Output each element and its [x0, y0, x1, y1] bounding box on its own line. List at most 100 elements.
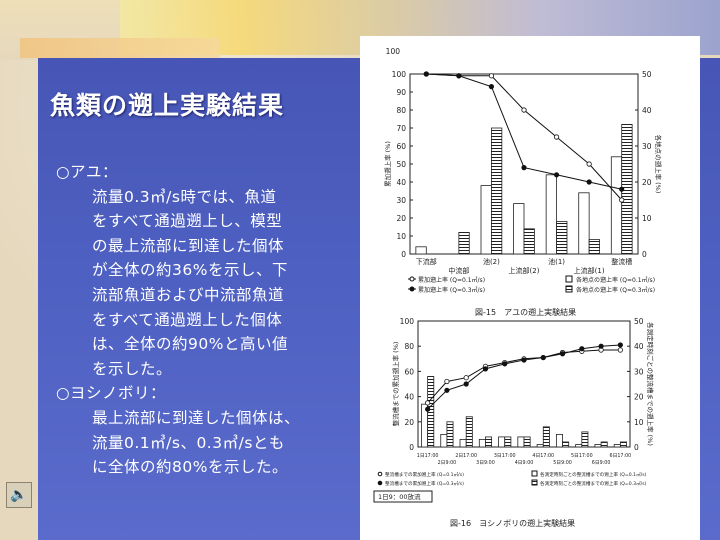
x-tick-label: 1日17:00 [417, 453, 439, 459]
body-line: が全体の約36%を示し、下 [92, 261, 288, 280]
point-open [488, 73, 495, 79]
legend-label: 各地点の遡上率 (Q=0.3㎥/s) [576, 286, 655, 294]
point-open [586, 161, 592, 167]
right-tick-label: 0 [642, 250, 647, 259]
x-tick-label: 5日9:00 [553, 460, 572, 466]
point-open [521, 107, 527, 113]
left-tick-label: 100 [392, 70, 407, 79]
series-line [426, 73, 622, 190]
point-filled [444, 387, 450, 393]
right-tick-label: 50 [634, 317, 644, 326]
x-tick-label: 6日17:00 [610, 453, 632, 459]
bar-open [555, 433, 563, 448]
series-line [426, 73, 623, 201]
point-filled [586, 179, 592, 185]
y-axis-label-left: 整流槽までの累加遡上率 (%) [391, 342, 400, 427]
bar-hatched [458, 231, 470, 255]
category-label: 整流槽 [611, 257, 632, 266]
point-open [619, 197, 625, 203]
body-line: をすべて通過遡上し、模型 [92, 212, 283, 231]
point-open [463, 375, 469, 381]
body-line: を示した。 [92, 359, 173, 378]
bar-open [578, 192, 590, 255]
point-filled [521, 357, 527, 363]
bar-hatched [581, 431, 589, 448]
x-tick-label: 2日17:00 [455, 453, 477, 459]
speaker-icon[interactable]: 🔈 [6, 482, 32, 508]
legend-marker [377, 471, 383, 477]
point-filled [598, 343, 604, 349]
bar-open [478, 439, 486, 448]
bar-hatched [588, 239, 600, 255]
right-tick-label: 40 [642, 106, 652, 115]
x-tick-label: 2日9:00 [438, 460, 457, 466]
bar-open [415, 246, 427, 255]
bar-open [613, 444, 621, 448]
point-filled [488, 83, 495, 90]
right-tick-label: 40 [634, 342, 644, 351]
category-label: 上流部(2) [509, 266, 540, 275]
bar-open [459, 439, 467, 448]
left-tick-label: 0 [409, 443, 414, 452]
x-tick-label: 4日17:00 [532, 453, 554, 459]
legend-label: 各測定時刻ごとの整流槽までの遡上率 (Q=0.1㎥/s) [540, 471, 647, 478]
legend-swatch [565, 285, 573, 293]
bar-open [545, 174, 557, 255]
bar-open [498, 436, 506, 448]
bar-hatched [523, 228, 535, 255]
body-line: 最上流部に到達した個体は、 [92, 408, 301, 427]
x-tick-label: 3日9:00 [476, 460, 495, 466]
y-axis-label-left: 累加遡上率 (%) [383, 141, 392, 187]
note-box [373, 490, 433, 503]
point-filled [463, 381, 469, 387]
body-line: は、全体の約90%と高い値 [92, 335, 288, 354]
bar-hatched [556, 221, 568, 255]
point-filled [456, 73, 462, 79]
left-tick-label: 0 [401, 250, 406, 259]
figure-panel: 0 10 20 30 40 50 60 70 80 90 100 0 10 20 30 40 50 累加遡上率 (… [360, 36, 700, 540]
bar-hatched [446, 421, 454, 448]
left-tick-label: 80 [404, 342, 414, 351]
left-tick-label: 20 [396, 214, 406, 223]
bar-open [610, 156, 623, 255]
right-tick-label: 50 [642, 70, 652, 79]
section-heading: ○アユ： [56, 163, 119, 181]
decorative-accent-bar [20, 38, 220, 58]
bar-open [517, 436, 525, 448]
x-tick-label: 3日17:00 [494, 453, 516, 459]
y-axis-label-right: 各地点の遡上率 (%) [654, 135, 663, 194]
legend-swatch [565, 275, 573, 283]
bar-open [575, 444, 583, 448]
section-heading: ○ヨシノボリ： [56, 384, 167, 403]
right-tick-label: 20 [634, 393, 644, 402]
point-filled [502, 361, 508, 367]
bar-hatched [465, 416, 473, 448]
right-tick-label: 10 [642, 214, 652, 223]
left-tick-label: 40 [404, 393, 414, 402]
left-tick-label: 100 [400, 317, 415, 326]
point-filled [423, 71, 429, 77]
left-tick-label: 40 [396, 178, 406, 187]
bar-hatched [427, 376, 435, 448]
right-tick-label: 10 [634, 418, 644, 427]
left-tick-label: 10 [396, 232, 406, 241]
legend-label: 整流槽までの累加遡上率 (Q=0.1㎥/s) [385, 471, 464, 478]
bar-open [513, 203, 525, 255]
left-tick-label: 20 [404, 418, 414, 427]
bar-hatched [562, 441, 570, 448]
point-filled [521, 165, 527, 171]
right-tick-label: 30 [634, 367, 644, 376]
bar-hatched [542, 426, 550, 448]
figure-caption: 図-16 ヨシノボリの遡上実験結果 [450, 518, 575, 528]
top-label-100: 100 [386, 47, 401, 56]
body-line: をすべて通過遡上した個体 [92, 310, 283, 329]
legend-label: 整流槽までの累加遡上率 (Q=0.3㎥/s) [385, 480, 464, 487]
series-line [427, 344, 621, 410]
slide-body: ○アユ： 流量0.3㎥/s時では、魚道 をすべて通過遡上し、模型 の最上流部に到達した… [56, 160, 356, 480]
legend-label: 累加遡上率 (Q=0.3㎥/s) [418, 286, 485, 294]
bar-hatched [491, 127, 503, 255]
category-label: 下流部 [416, 257, 437, 266]
left-tick-label: 70 [396, 124, 406, 133]
bar-hatched [485, 436, 493, 448]
bar-hatched [600, 441, 608, 448]
